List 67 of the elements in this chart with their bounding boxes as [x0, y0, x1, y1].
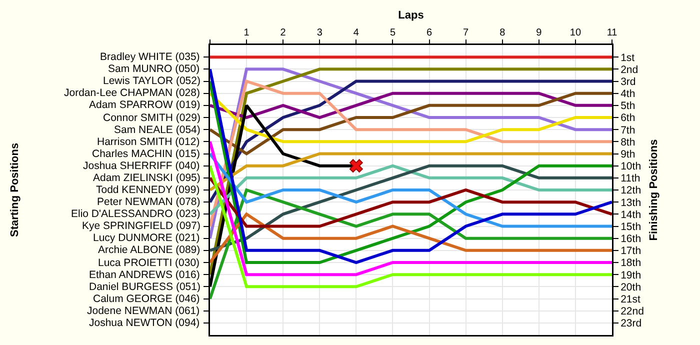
y-tick-label: 16th	[620, 233, 642, 246]
x-tick-label: 4	[353, 28, 360, 38]
y-tick-label: 15th	[620, 220, 642, 233]
text: Todd KENNEDY (099)	[96, 184, 200, 196]
line-series	[210, 164, 612, 216]
y-tick-label: 17th	[620, 245, 642, 258]
line-series	[210, 176, 612, 228]
line-series	[210, 92, 612, 144]
text: Harrison SMITH (012)	[97, 136, 200, 148]
x-tick-label: 9	[536, 28, 542, 38]
text: Joshua SHERRIFF (040)	[83, 160, 200, 172]
y-tick-label: 20th	[620, 281, 642, 294]
line-series	[210, 152, 612, 228]
y-tick-label: 13th	[620, 196, 642, 209]
line-series	[210, 212, 612, 264]
text: Kye SPRINGFIELD (097)	[82, 220, 200, 232]
line-series	[210, 188, 612, 300]
y-axis-title: Finishing Positions	[648, 139, 660, 241]
y-tick-label: 21st	[620, 293, 641, 306]
y-tick-label: 5th	[620, 100, 636, 112]
y-tick-label: 19th	[620, 269, 642, 282]
text: Daniel BURGESS (051)	[89, 281, 200, 293]
text: Jodene NEWMAN (061)	[87, 305, 200, 317]
x-tick-label: 1	[244, 28, 250, 38]
text: Joshua NEWTON (094)	[89, 317, 200, 329]
text: Calum GEORGE (046)	[93, 293, 200, 305]
x-tick-label: 7	[463, 28, 470, 38]
y-tick-label: 6th	[620, 112, 636, 124]
y-tick-label: 11th	[620, 172, 640, 185]
y-tick-label: 22nd	[620, 306, 644, 318]
x-tick-label: 11	[606, 28, 618, 38]
line-series	[210, 92, 612, 156]
text: Sam NEALE (054)	[114, 124, 200, 136]
x-tick-label: 5	[390, 28, 396, 38]
x-tick-label: 3	[316, 28, 323, 38]
y-tick-label: 3rd	[620, 76, 636, 88]
y-tick-label: 23rd	[620, 318, 642, 330]
y-tick-label: 1st	[620, 52, 635, 64]
text: Peter NEWMAN (078)	[97, 196, 200, 208]
x-tick-label: 2	[280, 28, 286, 38]
x-tick-label: 8	[500, 28, 506, 38]
text: Adam SPARROW (019)	[89, 99, 200, 111]
x-axis-title: Laps	[398, 9, 424, 22]
x-tick-label: 6	[426, 28, 432, 38]
y-tick-label: 7th	[620, 124, 636, 136]
y-tick-label: 2nd	[620, 64, 638, 76]
text: Bradley WHITE (035)	[100, 51, 200, 63]
text: Starting Positions	[9, 142, 21, 237]
y-tick-label: 18th	[620, 257, 642, 270]
text: Charles MACHIN (015)	[92, 148, 200, 160]
y-tick-label: 8th	[620, 136, 636, 148]
text: Connor SMITH (029)	[103, 112, 200, 124]
y-tick-label: 12th	[620, 184, 642, 197]
x-tick-label: 10	[570, 28, 582, 38]
text: Lewis TAYLOR (052)	[103, 75, 200, 87]
text: Sam MUNRO (050)	[108, 63, 200, 75]
text: Lucy DUNMORE (021)	[93, 232, 200, 244]
text: Elio D'ALESSANDRO (023)	[71, 208, 200, 220]
y-tick-label: 10th	[620, 160, 642, 173]
y-tick-label: 4th	[620, 88, 636, 100]
y-tick-label: 9th	[620, 148, 636, 160]
text: Luca PROIETTI (030)	[98, 257, 200, 269]
text: Ethan ANDREWS (016)	[89, 269, 200, 281]
text: Jordan-Lee CHAPMAN (028)	[64, 87, 200, 99]
text: Adam ZIELINSKI (095)	[93, 172, 200, 184]
text: Archie ALBONE (089)	[98, 244, 200, 256]
y-tick-label: 14th	[620, 208, 642, 221]
